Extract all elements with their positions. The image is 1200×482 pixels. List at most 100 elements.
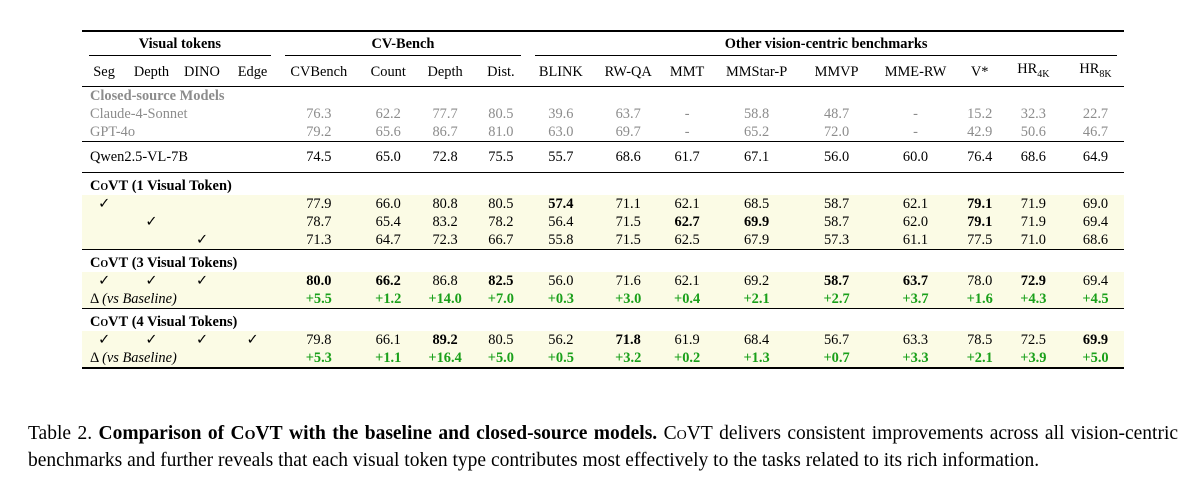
section-title-row: CoVT (3 Visual Tokens) xyxy=(82,249,1124,272)
table-row: GPT-4o 79.2 65.6 86.7 81.0 63.0 69.7 - 65.2 72.0 -… xyxy=(82,123,1124,142)
table-cell: 80.5 xyxy=(473,195,529,213)
delta-cell: +1.3 xyxy=(711,349,802,369)
caption-title: Comparison of CoVT with the baseline and… xyxy=(98,423,658,444)
check-cell: ✓ xyxy=(176,231,228,250)
table-cell: 56.2 xyxy=(528,331,594,349)
table-cell: 42.9 xyxy=(967,124,993,140)
table-row: ✓ ✓ ✓ ✓ 79.8 66.1 89.2 80.5 56.2 71.8 61.9 68.4 56.7… xyxy=(82,331,1124,349)
table-cell: 69.2 xyxy=(711,272,802,290)
table-cell: 69.9 xyxy=(1067,331,1124,349)
table-cell: 64.7 xyxy=(359,231,417,250)
table-cell: 15.2 xyxy=(967,106,993,122)
table-cell: 68.6 xyxy=(593,141,663,173)
table-cell: 81.0 xyxy=(488,124,514,140)
table-cell: 78.2 xyxy=(473,213,529,231)
delta-cell: +14.0 xyxy=(416,290,474,309)
table-cell: 77.9 xyxy=(277,195,360,213)
section-title: CoVT (3 Visual Tokens) xyxy=(82,249,1124,272)
table-cell: 71.9 xyxy=(999,213,1068,231)
table-cell: 77.7 xyxy=(432,106,458,122)
check-cell: ✓ xyxy=(176,272,228,290)
check-cell xyxy=(176,213,228,231)
table-cell: 66.7 xyxy=(473,231,529,250)
table-cell: 79.1 xyxy=(959,195,1000,213)
table-row: ✓ 77.9 66.0 80.8 80.5 57.4 71.1 62.1 68.5 58.7 62.… xyxy=(82,195,1124,213)
section-title-row: CoVT (1 Visual Token) xyxy=(82,172,1124,195)
column-header: MME-RW xyxy=(871,58,960,87)
table-cell: 71.8 xyxy=(593,331,663,349)
table-cell: 78.5 xyxy=(959,331,1000,349)
table-cell: 64.9 xyxy=(1067,141,1124,173)
delta-cell: +1.6 xyxy=(959,290,1000,309)
column-header: Seg xyxy=(82,58,127,87)
check-cell: ✓ xyxy=(126,331,177,349)
table-cell: 69.0 xyxy=(1067,195,1124,213)
table-cell: 80.5 xyxy=(473,331,529,349)
table-cell: 86.8 xyxy=(416,272,474,290)
delta-cell: +4.5 xyxy=(1067,290,1124,309)
delta-cell: +0.5 xyxy=(528,349,594,369)
column-header: Count xyxy=(359,58,417,87)
column-header: CVBench xyxy=(277,58,360,87)
table-cell: 79.1 xyxy=(959,213,1000,231)
check-cell xyxy=(176,195,228,213)
table-cell: 62.1 xyxy=(662,272,712,290)
table-cell: 68.6 xyxy=(999,141,1068,173)
covt3-section: CoVT (3 Visual Tokens) ✓ ✓ ✓ 80.0 66.2 86.8 82.… xyxy=(82,249,1124,309)
table-cell: 72.9 xyxy=(999,272,1068,290)
table-cell: 71.1 xyxy=(593,195,663,213)
delta-cell: +5.0 xyxy=(1067,349,1124,369)
table-cell: 48.7 xyxy=(823,106,850,122)
table-cell: 67.1 xyxy=(711,141,802,173)
table-cell: 68.5 xyxy=(711,195,802,213)
model-name: Claude-4-Sonnet xyxy=(90,106,188,122)
table-row: ✓ ✓ ✓ 80.0 66.2 86.8 82.5 56.0 71.6 62.1 69.2 58.7 6… xyxy=(82,272,1124,290)
table-row: Claude-4-Sonnet 76.3 62.2 77.7 80.5 39.6 63.7 -… xyxy=(82,105,1124,123)
check-cell: ✓ xyxy=(82,331,127,349)
delta-cell: +0.2 xyxy=(662,349,712,369)
table-cell: 63.7 xyxy=(615,106,641,122)
table-cell: 78.7 xyxy=(277,213,360,231)
caption-text: CoVT delivers consistent improvements ac… xyxy=(28,423,1179,471)
delta-cell: +5.0 xyxy=(473,349,529,369)
table-cell: 71.9 xyxy=(999,195,1068,213)
delta-cell: +0.7 xyxy=(801,349,872,369)
table-cell: 69.7 xyxy=(615,124,641,140)
table-cell: 58.8 xyxy=(743,106,770,122)
table-cell: 75.5 xyxy=(473,141,529,173)
section-title-row: Closed-source Models xyxy=(82,87,1124,106)
delta-cell: +3.3 xyxy=(871,349,960,369)
delta-cell: +1.2 xyxy=(359,290,417,309)
table-cell: 65.4 xyxy=(359,213,417,231)
section-title: Closed-source Models xyxy=(90,88,225,104)
covt4-section: CoVT (4 Visual Tokens) ✓ ✓ ✓ ✓ 79.8 66.1 89.2 80… xyxy=(82,308,1124,369)
section-subtitle: (4 Visual Tokens) xyxy=(128,314,238,330)
table-cell: 77.5 xyxy=(959,231,1000,250)
table-cell: 65.2 xyxy=(743,124,770,140)
table-cell: 65.0 xyxy=(359,141,417,173)
delta-cell: +0.3 xyxy=(528,290,594,309)
table-cell: 71.3 xyxy=(277,231,360,250)
delta-cell: +0.4 xyxy=(662,290,712,309)
delta-symbol: Δ xyxy=(90,350,103,366)
section-title: CoVT (4 Visual Tokens) xyxy=(82,308,1124,331)
delta-cell: +3.9 xyxy=(999,349,1068,369)
table-cell: 61.9 xyxy=(662,331,712,349)
table-cell: 58.7 xyxy=(801,213,872,231)
column-header: Depth xyxy=(416,58,474,87)
table-cell: 62.1 xyxy=(662,195,712,213)
delta-symbol: Δ xyxy=(90,291,103,307)
table-cell: 76.4 xyxy=(959,141,1000,173)
other-benchmarks-header: Other vision-centric benchmarks xyxy=(528,30,1124,58)
table-cell: 56.7 xyxy=(801,331,872,349)
column-header-row: Seg Depth DINO Edge CVBench Count Depth Dist. BL… xyxy=(82,58,1124,87)
check-cell xyxy=(82,231,127,250)
table-cell: 74.5 xyxy=(277,141,360,173)
table-cell: 86.7 xyxy=(432,124,458,140)
delta-cell: +1.1 xyxy=(359,349,417,369)
column-header: Dist. xyxy=(473,58,529,87)
column-header: HR8K xyxy=(1067,58,1124,87)
table-cell: 79.2 xyxy=(306,124,332,140)
table-cell: 63.7 xyxy=(871,272,960,290)
check-cell xyxy=(227,213,278,231)
